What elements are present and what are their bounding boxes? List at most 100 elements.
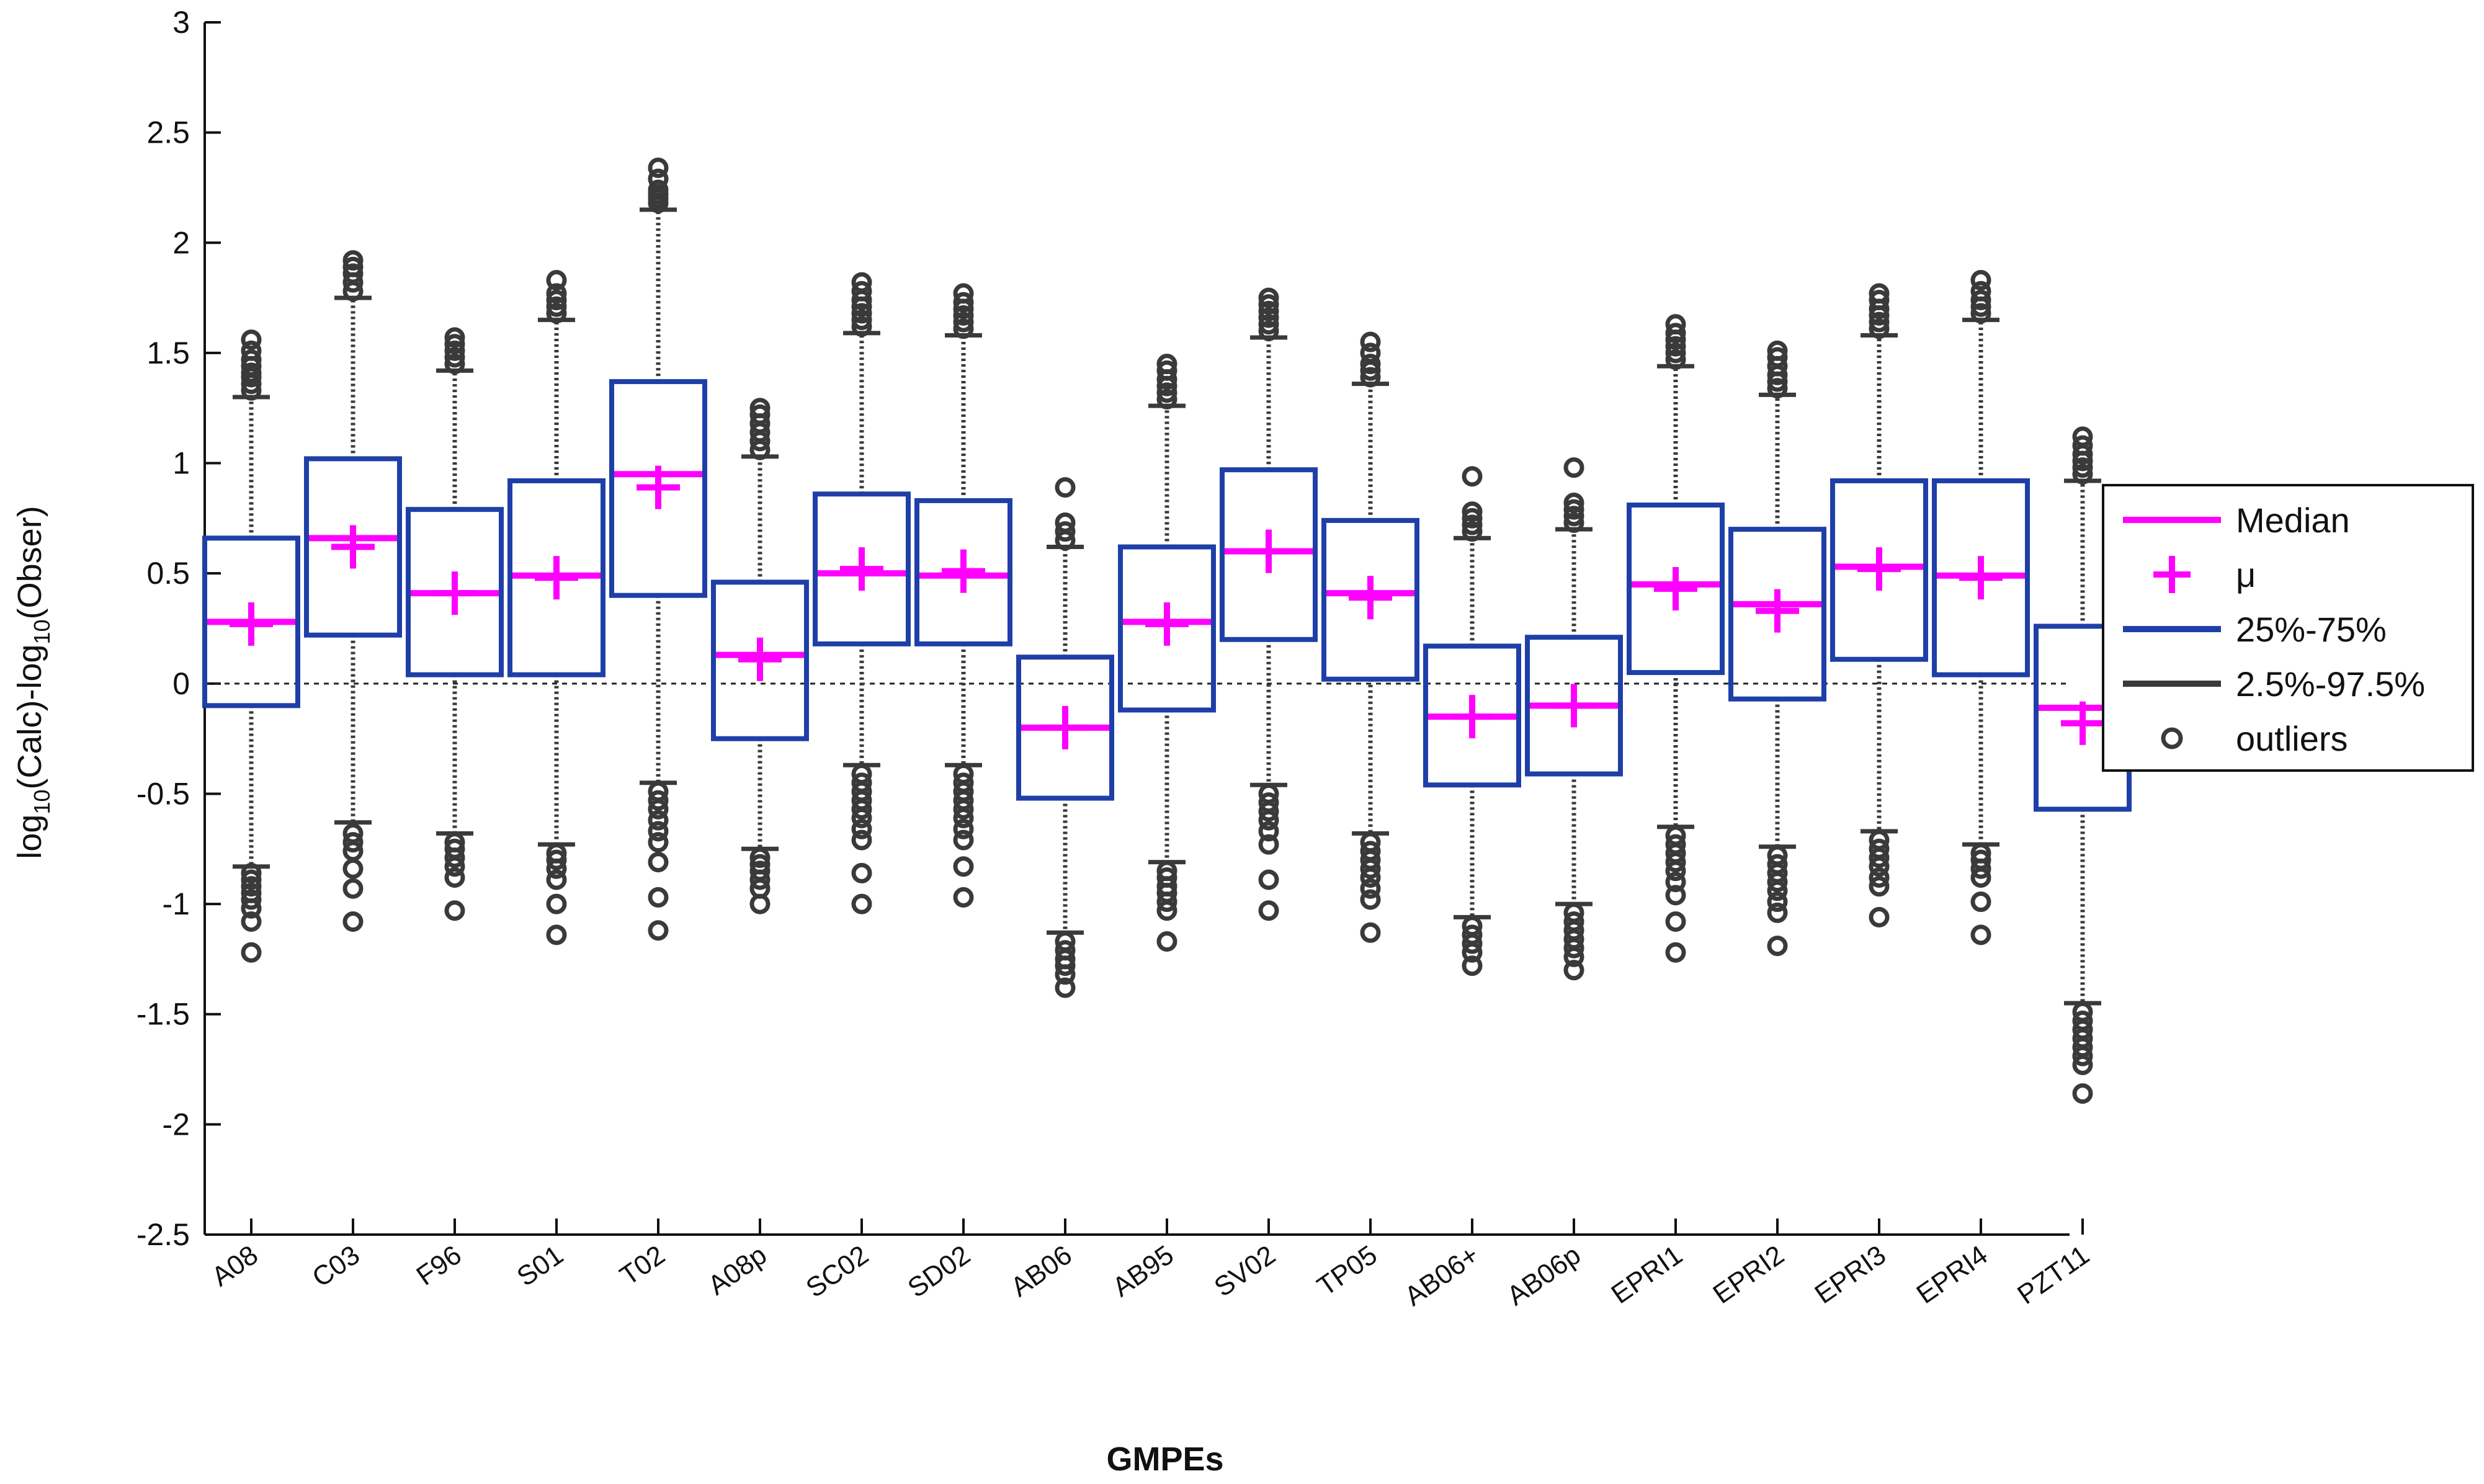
box-group-s01 <box>507 270 605 945</box>
outlier-point <box>1462 466 1483 487</box>
outlier-point <box>1767 902 1788 923</box>
x-tick-label-ab06plus: AB06+ <box>1399 1240 1484 1312</box>
y-tick-label: 0.5 <box>146 556 190 591</box>
outlier-point <box>953 887 974 908</box>
outlier-point <box>953 283 974 304</box>
box-group-epri1 <box>1627 314 1725 963</box>
outlier-point <box>1360 354 1381 375</box>
outlier-point <box>546 858 567 879</box>
outlier-point <box>342 256 364 277</box>
x-tick-label-s01: S01 <box>511 1240 568 1292</box>
outlier-point <box>444 340 465 361</box>
outlier-point <box>953 318 974 339</box>
outlier-point <box>1869 283 1890 304</box>
legend-label-iqr: 25%-75% <box>2236 610 2387 649</box>
outlier-point <box>1563 506 1584 527</box>
outlier-point <box>1360 878 1381 899</box>
box-group-ab06 <box>1016 477 1114 998</box>
legend-entry-median: Median <box>2123 501 2350 540</box>
outlier-point <box>1360 367 1381 388</box>
y-axis-title-part-c: (Obser) <box>11 506 48 619</box>
outlier-point <box>1665 852 1686 873</box>
y-axis-title-part-a: log <box>11 815 48 859</box>
outlier-point <box>546 296 567 317</box>
box-group-epri4 <box>1932 270 2030 945</box>
outlier-point <box>1970 303 1991 324</box>
box-group-sc02 <box>813 272 911 914</box>
x-tick-label-f96: F96 <box>411 1240 467 1292</box>
outlier-point <box>1462 521 1483 542</box>
outlier-point <box>851 818 872 839</box>
outlier-point <box>1563 512 1584 533</box>
outlier-point <box>1055 521 1076 542</box>
y-tick-label: -1 <box>163 887 190 921</box>
box-layer <box>202 157 2132 1104</box>
outlier-point <box>1563 499 1584 520</box>
outlier-point <box>1665 911 1686 932</box>
outlier-point <box>1665 342 1686 364</box>
box-group-c03 <box>304 250 402 932</box>
label-layer: GMPEs log10(Calc)-log10(Obser) <box>11 506 1224 1478</box>
legend-label-outliers: outliers <box>2236 719 2348 758</box>
outlier-point <box>1970 280 1991 302</box>
iqr-box <box>1016 655 1114 801</box>
outlier-point <box>546 270 567 291</box>
outlier-point <box>1360 858 1381 879</box>
outlier-point <box>648 810 669 831</box>
outlier-point <box>1767 872 1788 893</box>
outlier-point <box>1869 876 1890 897</box>
outlier-point <box>1055 955 1076 977</box>
y-axis-title-part-b: (Calc)-log <box>11 644 48 789</box>
outlier-point <box>1665 872 1686 893</box>
box-group-f96 <box>406 327 504 921</box>
x-tick-label-sv02: SV02 <box>1208 1240 1280 1303</box>
y-axis-title-sub-2: 10 <box>29 619 55 644</box>
outlier-point <box>851 798 872 820</box>
x-tick-label-epri3: EPRI3 <box>1809 1240 1891 1310</box>
iqr-box <box>1423 643 1521 788</box>
outlier-point <box>1970 924 1991 945</box>
outlier-point <box>241 876 262 897</box>
outlier-point <box>1462 514 1483 535</box>
outlier-point <box>1970 892 1991 913</box>
x-tick-label-epri1: EPRI1 <box>1606 1240 1687 1310</box>
outlier-point <box>444 327 465 348</box>
outlier-point <box>953 829 974 851</box>
outlier-point <box>444 347 465 368</box>
legend: Median μ 25%-75% 2.5%-97.5% outliers <box>2102 484 2474 772</box>
outlier-point <box>1156 389 1177 410</box>
outlier-point <box>1767 378 1788 399</box>
box-group-a08 <box>202 329 300 963</box>
outlier-point <box>851 862 872 883</box>
outlier-point <box>1563 960 1584 981</box>
x-tick-label-sc02: SC02 <box>800 1240 873 1303</box>
outlier-point <box>241 942 262 963</box>
iqr-box <box>1728 527 1826 702</box>
outlier-point <box>1360 922 1381 943</box>
box-group-ab95 <box>1118 354 1216 952</box>
iqr-box <box>304 456 402 638</box>
outlier-point <box>1665 860 1686 882</box>
outlier-point <box>1258 294 1279 315</box>
outlier-point <box>1970 858 1991 879</box>
y-tick-label: 1.5 <box>146 336 190 370</box>
outlier-point <box>546 869 567 890</box>
outlier-point <box>1970 867 1991 888</box>
outlier-point <box>1258 314 1279 335</box>
legend-entry-iqr: 25%-75% <box>2123 610 2387 649</box>
outlier-point <box>749 869 771 890</box>
y-tick-label: 1 <box>172 446 190 481</box>
iqr-box <box>1627 503 1725 676</box>
outlier-point <box>1156 382 1177 403</box>
outlier-point <box>953 798 974 820</box>
outlier-point <box>851 316 872 337</box>
box-group-a08p <box>711 398 809 914</box>
outlier-point <box>342 263 364 284</box>
outlier-point <box>1156 900 1177 921</box>
box-group-t02 <box>609 157 707 941</box>
outlier-point <box>1156 892 1177 913</box>
outlier-point <box>241 349 262 370</box>
iqr-box <box>813 491 911 646</box>
outlier-point <box>1462 933 1483 954</box>
outlier-point <box>1258 810 1279 831</box>
